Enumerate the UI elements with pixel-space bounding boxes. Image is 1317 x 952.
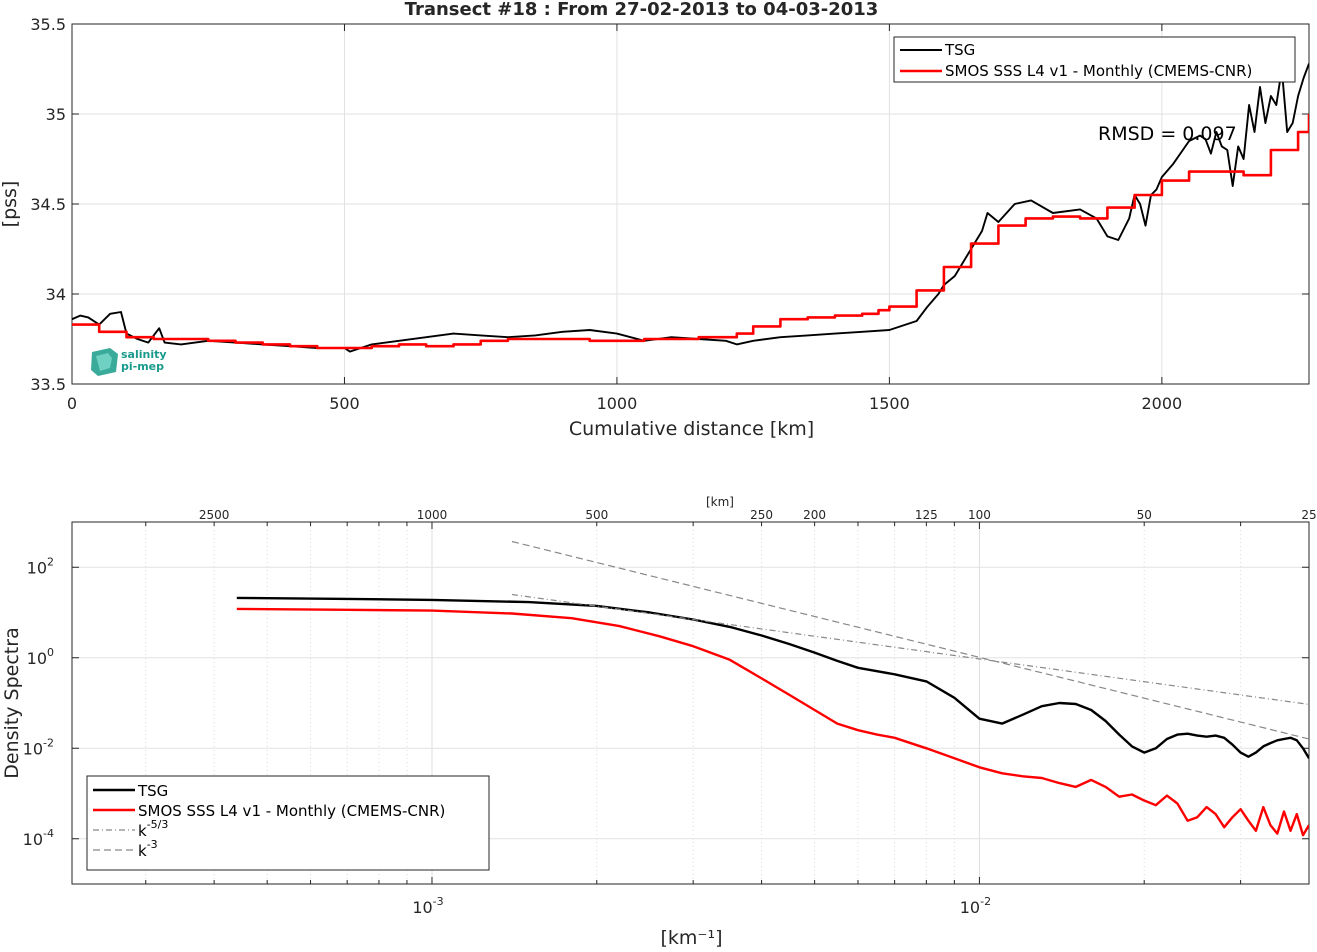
- top-y-tick-label: 33.5: [30, 375, 66, 394]
- top-x-tick-label: 1500: [869, 394, 910, 413]
- top-x-tick-label: 2000: [1142, 394, 1183, 413]
- bottom-top-tick-label: 2500: [199, 508, 230, 522]
- bottom-x-tick-label: 10-3: [412, 895, 443, 917]
- top-legend-label: TSG: [944, 41, 975, 59]
- bottom-y-tick-label: 100: [27, 646, 54, 668]
- bottom-y-tick-label-exp: -2: [43, 736, 54, 749]
- top-y-tick-label: 34: [46, 285, 66, 304]
- bottom-top-axis-label: [km]: [706, 495, 734, 509]
- bottom-x-tick-label-base: 10: [960, 898, 980, 917]
- bottom-legend-label: k-3: [138, 838, 158, 860]
- top-y-tick-label: 34.5: [30, 195, 66, 214]
- bottom-y-tick-label-base: 10: [27, 649, 47, 668]
- top-legend-box: [893, 36, 1296, 83]
- top-y-tick-label: 35: [46, 105, 66, 124]
- bottom-top-tick-label: 25: [1301, 508, 1316, 522]
- bottom-series-line-smos: [236, 607, 1309, 837]
- bottom-top-tick-label: 50: [1137, 508, 1152, 522]
- top-x-tick-label: 0: [67, 394, 77, 413]
- bottom-legend-label: SMOS SSS L4 v1 - Monthly (CMEMS-CNR): [138, 802, 445, 820]
- bottom-y-tick-label-exp: 2: [47, 555, 54, 568]
- bottom-series-line-tsg: [236, 596, 1309, 759]
- logo-text-line1: salinity: [121, 348, 167, 361]
- top-x-tick-label: 500: [329, 394, 360, 413]
- bottom-y-tick-label: 10-2: [23, 736, 54, 758]
- bottom-y-tick-label-base: 10: [23, 830, 43, 849]
- bottom-top-tick-label: 100: [968, 508, 991, 522]
- top-x-tick-label: 1000: [597, 394, 638, 413]
- bottom-x-axis-label: [km⁻¹]: [661, 927, 723, 948]
- top-chart-title: Transect #18 : From 27-02-2013 to 04-03-…: [405, 0, 879, 20]
- bottom-legend-label-exp: -3: [147, 838, 158, 851]
- bottom-top-tick-label: 250: [750, 508, 773, 522]
- bottom-y-axis-label: Density Spectra: [1, 627, 23, 778]
- bottom-top-tick-label: 500: [585, 508, 608, 522]
- bottom-x-tick-label: 10-2: [960, 895, 991, 917]
- top-legend: TSG SMOS SSS L4 v1 - Monthly (CMEMS-CNR): [893, 36, 1296, 83]
- top-x-axis-label: Cumulative distance [km]: [569, 418, 814, 440]
- top-legend-label: SMOS SSS L4 v1 - Monthly (CMEMS-CNR): [945, 62, 1252, 80]
- bottom-top-tick-label: 125: [915, 508, 938, 522]
- bottom-y-tick-label-exp: 0: [47, 646, 54, 659]
- bottom-legend-label: k-5/3: [138, 818, 168, 840]
- rmsd-annotation: RMSD = 0.097: [1098, 123, 1237, 145]
- top-y-axis-label: [pss]: [0, 181, 21, 228]
- bottom-series-line-k3: [511, 540, 1309, 740]
- bottom-top-tick-label: 1000: [417, 508, 448, 522]
- bottom-series-line-k53: [511, 593, 1309, 705]
- top-chart: 0 500 1000 1500 2000 33.5 34 34.5 35 35.5 Transect…: [0, 0, 1310, 440]
- bottom-axes-box: [71, 521, 1310, 885]
- bottom-y-tick-label: 102: [27, 555, 54, 577]
- bottom-legend-label-base: k: [138, 842, 147, 860]
- bottom-y-tick-label-base: 10: [27, 558, 47, 577]
- bottom-y-tick-label-base: 10: [23, 739, 43, 758]
- bottom-legend-label-exp: -5/3: [147, 818, 169, 831]
- bottom-x-tick-label-base: 10: [412, 898, 432, 917]
- bottom-x-tick-label-exp: -2: [980, 895, 991, 908]
- bottom-legend-label: TSG: [137, 782, 168, 800]
- top-y-tick-label: 35.5: [30, 15, 66, 34]
- logo-text-line2: pi-mep: [121, 360, 164, 373]
- bottom-top-tick-label: 200: [803, 508, 826, 522]
- bottom-y-tick-label: 10-4: [23, 827, 54, 849]
- bottom-legend-box: [86, 775, 490, 871]
- bottom-legend-label-base: k: [138, 822, 147, 840]
- bottom-y-tick-label-exp: -4: [43, 827, 54, 840]
- bottom-x-tick-label-exp: -3: [433, 895, 444, 908]
- top-series-line-smos: [72, 114, 1309, 350]
- logo-shape-inner: [96, 353, 112, 371]
